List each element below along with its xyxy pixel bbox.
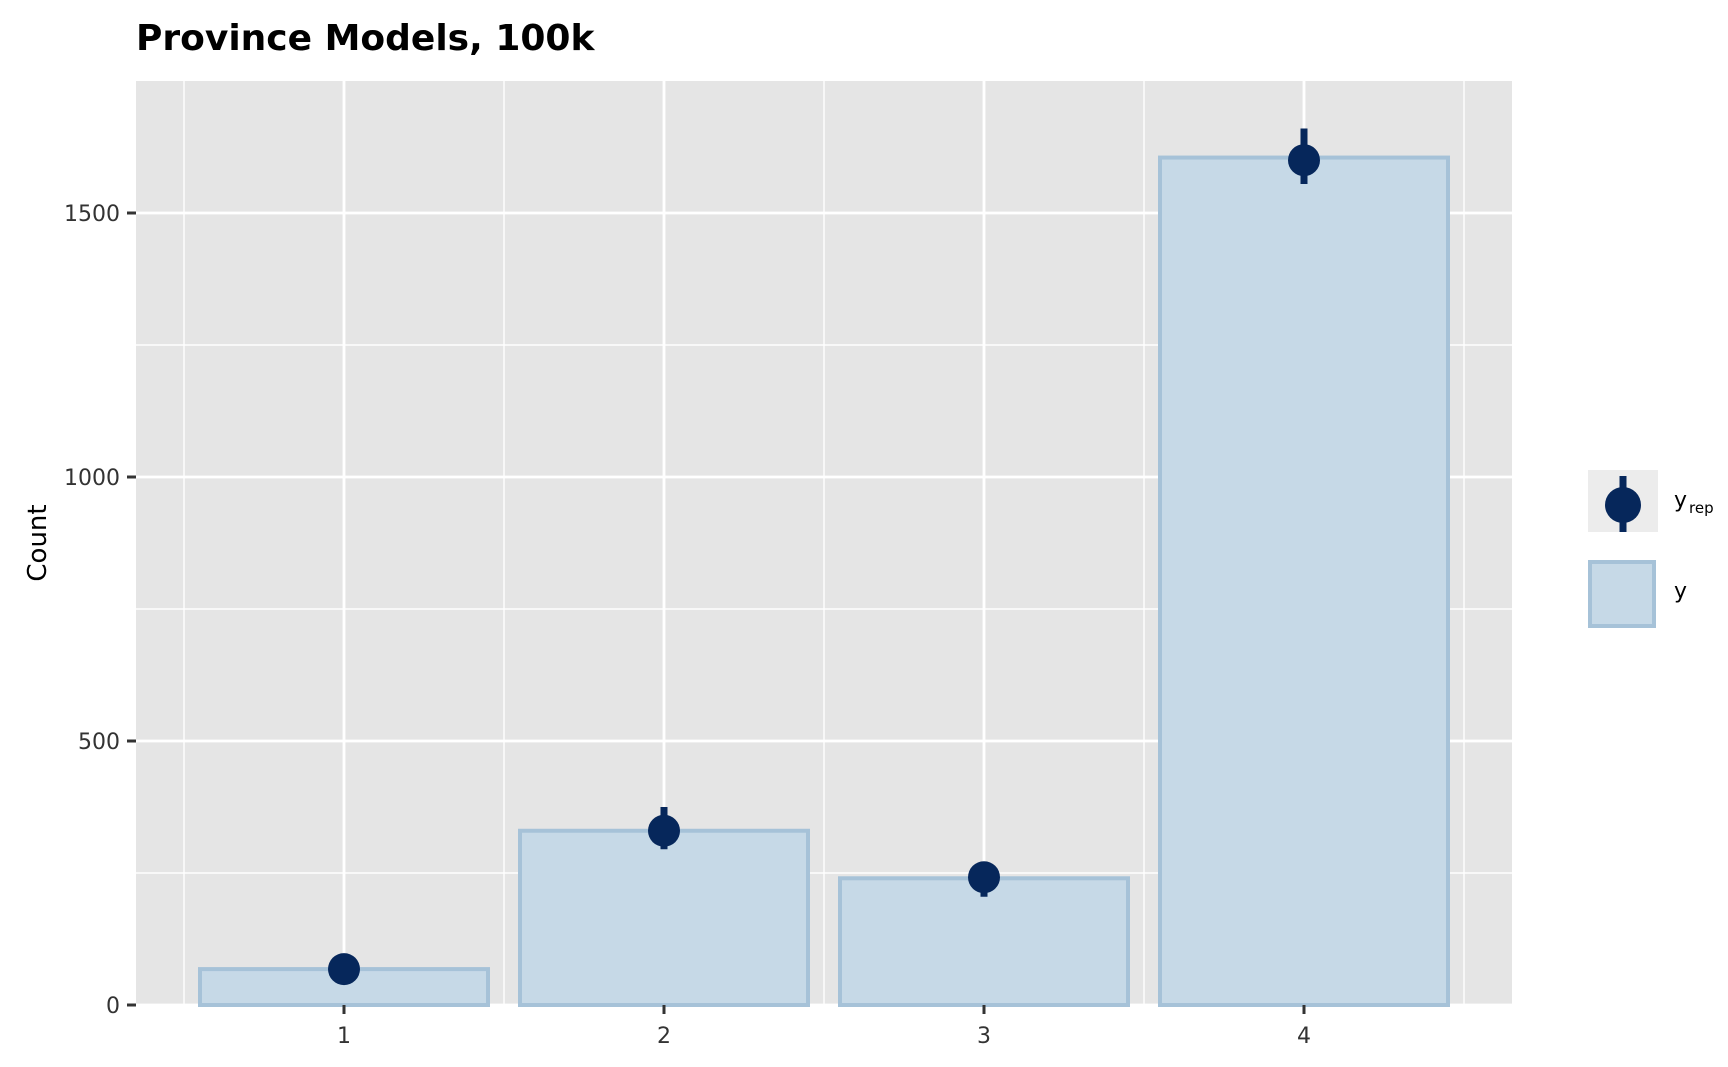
yrep-point-1 [328,953,360,986]
bar-3 [838,876,1130,1008]
y-tick-label: 1500 [64,202,120,227]
legend-label-y: y [1674,579,1687,604]
bar-2 [518,828,810,1008]
y-tick-label: 0 [106,994,120,1019]
chart-title: Province Models, 100k [136,18,595,59]
x-tick-label: 1 [337,1024,351,1049]
x-axis: 1 2 3 4 [337,1005,1311,1049]
legend-key-yrep-point [1605,487,1641,523]
legend-label-yrep-main: y [1674,488,1687,513]
x-tick-label: 4 [1297,1024,1311,1049]
y-tick-label: 500 [78,730,120,755]
x-tick-label: 2 [657,1024,671,1049]
legend-label-yrep-sub: rep [1689,499,1714,517]
y-tick-label: 1000 [64,466,120,491]
y-axis-title: Count [23,504,53,581]
y-axis: 0 500 1000 1500 [64,202,136,1019]
legend-label-yrep: y rep [1674,488,1714,517]
yrep-point-3 [968,861,1000,894]
legend-key-y [1588,560,1656,628]
bar-4 [1158,155,1450,1007]
x-tick-label: 3 [977,1024,991,1049]
point-ranges [328,128,1320,986]
yrep-point-2 [648,814,680,847]
yrep-point-4 [1288,144,1320,177]
